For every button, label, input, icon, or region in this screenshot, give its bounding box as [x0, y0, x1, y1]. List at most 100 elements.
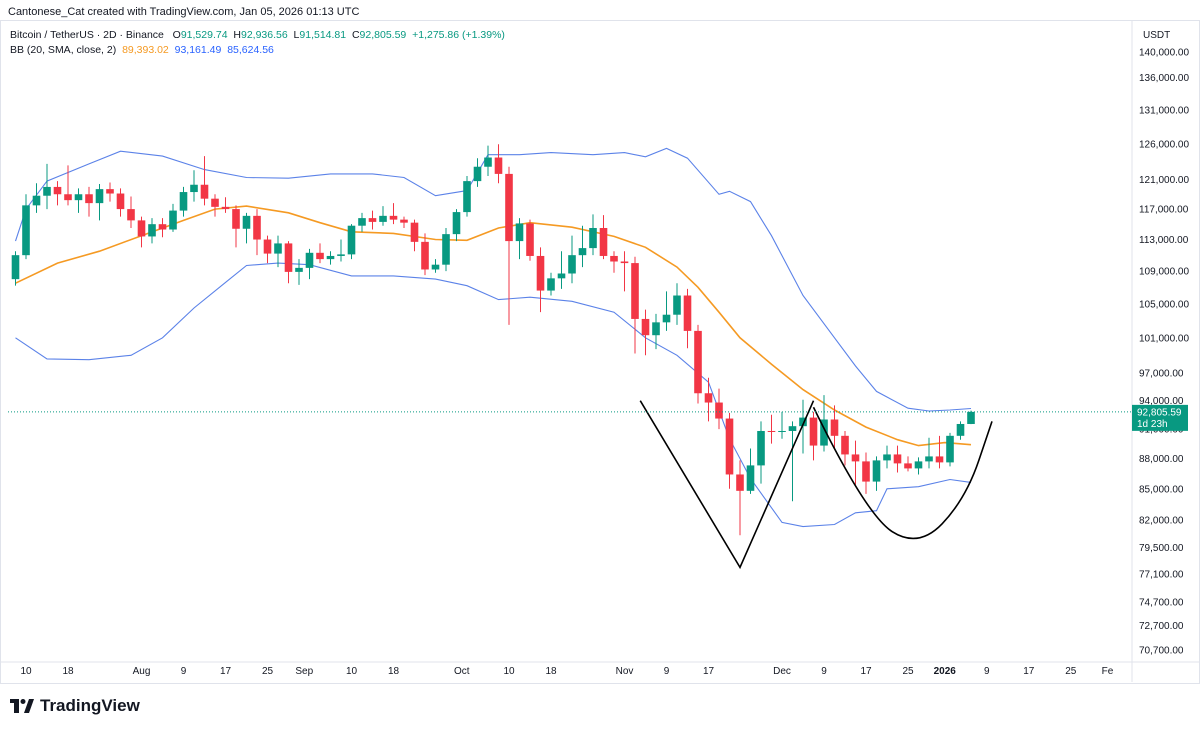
candle-body [652, 322, 660, 336]
time-tick-label: 9 [664, 666, 670, 677]
candle-body [914, 461, 923, 469]
time-tick-label: 9 [181, 666, 187, 677]
candle-body [631, 263, 639, 319]
candle [326, 251, 335, 265]
candle [85, 186, 93, 217]
time-tick-label: 10 [346, 666, 358, 677]
symbol-row: Bitcoin / TetherUS · 2D · Binance O91,52… [10, 28, 505, 43]
symbol-label[interactable]: Bitcoin / TetherUS · 2D · Binance [10, 29, 164, 41]
candle [662, 291, 671, 331]
candle [295, 259, 303, 285]
candle-body [746, 465, 755, 491]
candle-body [389, 215, 398, 220]
candle-body [53, 186, 62, 195]
candle-body [526, 223, 534, 256]
candle-body [211, 198, 219, 207]
candle-body [326, 255, 335, 260]
chart-frame [0, 20, 1200, 684]
price-tick-label: 94,000.00 [1139, 396, 1184, 407]
time-tick-label: Fe [1102, 666, 1114, 677]
candle [704, 377, 713, 422]
candle-body [778, 430, 786, 432]
candle-body [505, 173, 513, 242]
candle [400, 216, 408, 228]
candle [148, 218, 156, 244]
pattern-annotations [639, 400, 993, 570]
close-value: 92,805.59 [359, 29, 407, 41]
brand-name: TradingView [40, 696, 140, 715]
candle [379, 206, 387, 226]
candle-body [95, 189, 104, 204]
candle [736, 460, 744, 536]
price-tick-label: 131,000.00 [1139, 106, 1189, 117]
price-tick-label: 77,100.00 [1139, 570, 1184, 581]
candle-body [200, 184, 209, 199]
candle-body [106, 189, 114, 194]
candle [43, 163, 51, 210]
candle-body [242, 215, 251, 229]
price-tick-label: 72,700.00 [1139, 621, 1184, 632]
candle-body [946, 435, 954, 463]
candle-body [127, 209, 135, 221]
bb-upper-value: 93,161.49 [174, 44, 222, 56]
candle [904, 456, 912, 472]
candle-body [641, 318, 650, 336]
candle-body [11, 255, 20, 280]
candle [106, 182, 114, 202]
candle-body [956, 423, 965, 436]
price-tick-label: 117,000.00 [1139, 205, 1189, 216]
candle-body [673, 295, 681, 315]
candle-body [473, 166, 482, 182]
candle [683, 288, 692, 349]
price-tick-label: 101,000.00 [1139, 333, 1189, 344]
candle [473, 158, 482, 187]
candle-body [767, 430, 776, 432]
candle-body [610, 255, 618, 262]
price-axis[interactable]: USDT 140,000.00 136,000.00 131,000.00 126,0… [1139, 30, 1189, 657]
candle [263, 235, 272, 264]
candle-body [221, 206, 230, 210]
candle-body [452, 212, 461, 235]
candle-body [190, 184, 198, 193]
candle [862, 452, 870, 494]
price-tick-label: 109,000.00 [1139, 267, 1189, 278]
candle-body [85, 194, 93, 204]
candle [158, 218, 167, 238]
open-label: O [172, 29, 181, 41]
candle [578, 225, 587, 268]
candle [851, 440, 860, 485]
bb-lower-line [15, 262, 972, 528]
candle-body [925, 456, 933, 462]
candle-body [841, 435, 849, 455]
candle-body [274, 243, 282, 254]
candle-body [872, 460, 881, 482]
candle [536, 247, 545, 313]
time-tick-label: 25 [1065, 666, 1077, 677]
candle-body [305, 252, 314, 268]
candle [494, 144, 503, 184]
last-price-box [1132, 404, 1188, 431]
candle [914, 457, 923, 475]
bb-upper-line [14, 147, 972, 412]
candle-body [830, 419, 839, 436]
time-axis[interactable]: 10 18 Aug 9 17 25 Sep 10 18 Oct 10 18 Nov 9 17 Dec 9 17 25… [20, 666, 1113, 677]
candle [725, 412, 734, 489]
tradingview-brand[interactable]: TradingView [10, 696, 140, 716]
candle [95, 184, 104, 221]
candle [526, 219, 534, 261]
candle [368, 210, 377, 230]
time-tick-label: 18 [545, 666, 557, 677]
candle-body [799, 417, 807, 427]
price-tick-label: 121,000.00 [1139, 175, 1189, 186]
time-tick-label: 10 [20, 666, 32, 677]
candle-body [547, 278, 555, 291]
candle [32, 183, 41, 213]
candle-body [410, 222, 419, 242]
candle [557, 251, 566, 289]
candle [169, 203, 177, 232]
time-tick-label: 17 [860, 666, 872, 677]
candle [935, 435, 944, 469]
bb-label[interactable]: BB (20, SMA, close, 2) [10, 44, 117, 56]
candle-body [715, 402, 723, 419]
